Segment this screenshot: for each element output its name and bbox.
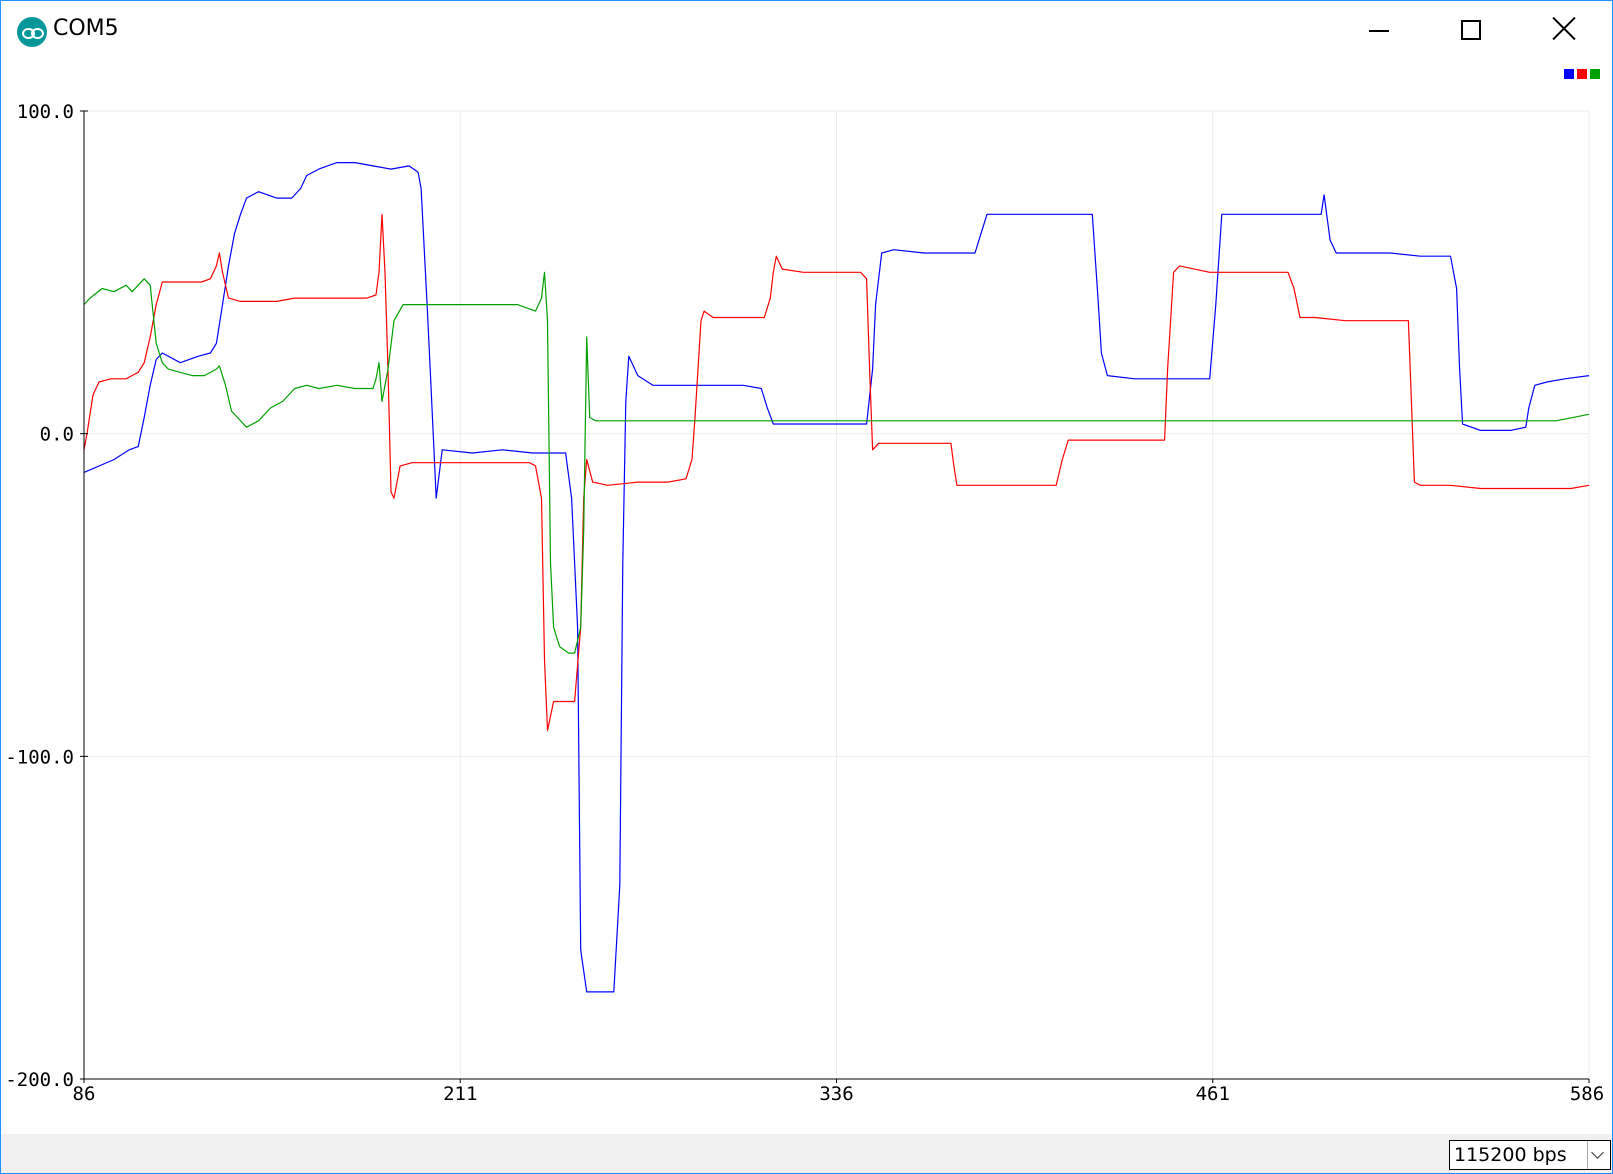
y-tick-label: 0.0 (40, 424, 74, 446)
minimize-icon (1369, 30, 1389, 32)
y-tick-label: -200.0 (5, 1069, 74, 1091)
legend-swatch-3 (1590, 69, 1600, 79)
title-bar[interactable]: COM5 (1, 1, 1612, 59)
x-tick-label: 586 (1570, 1083, 1604, 1105)
minimize-button[interactable] (1335, 1, 1423, 59)
series-line-2 (83, 213, 1590, 732)
bottom-bar: 115200 bps (1, 1134, 1612, 1173)
baud-rate-value: 115200 bps (1454, 1144, 1567, 1166)
y-tick-label: 100.0 (17, 101, 74, 123)
x-tick-label: 461 (1196, 1083, 1230, 1105)
arduino-logo-icon (17, 17, 47, 47)
legend-swatch-1 (1564, 69, 1574, 79)
serial-plot: 100.0 0.0 -100.0 -200.086 211 336 461 586 (5, 69, 1604, 1105)
maximize-icon (1461, 20, 1481, 40)
close-icon (1549, 15, 1579, 45)
series-line-3 (83, 271, 1590, 654)
chevron-down-icon[interactable] (1587, 1141, 1610, 1169)
baud-rate-select[interactable]: 115200 bps (1449, 1140, 1611, 1170)
y-tick-label: -100.0 (5, 746, 74, 768)
x-tick-label: 336 (819, 1083, 853, 1105)
close-button[interactable] (1519, 1, 1607, 59)
x-tick-label: 211 (443, 1083, 477, 1105)
window-title: COM5 (53, 16, 119, 41)
maximize-button[interactable] (1427, 1, 1515, 59)
legend-swatch-2 (1577, 69, 1587, 79)
series-line-1 (83, 162, 1590, 993)
x-tick-label: 86 (73, 1083, 96, 1105)
